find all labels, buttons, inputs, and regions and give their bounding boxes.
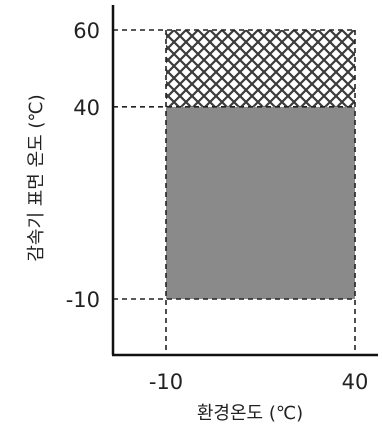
x-tick-label-layer: -10 40 — [149, 370, 369, 394]
y-tick-label: -10 — [66, 288, 100, 312]
y-tick-label: 40 — [73, 96, 100, 120]
y-axis-title: 감속기 표면 온도 (℃) — [26, 94, 47, 261]
x-tick-label: 40 — [342, 370, 369, 394]
y-tick-label-layer: 60 40 -10 — [66, 19, 100, 312]
reference-line-layer — [113, 29, 356, 355]
region-layer — [166, 30, 355, 299]
gray-region — [166, 106, 355, 299]
x-tick-label: -10 — [149, 370, 183, 394]
hatched-region — [166, 30, 355, 107]
y-tick-label: 60 — [73, 19, 100, 43]
x-axis-title: 환경온도 (℃) — [197, 403, 303, 424]
